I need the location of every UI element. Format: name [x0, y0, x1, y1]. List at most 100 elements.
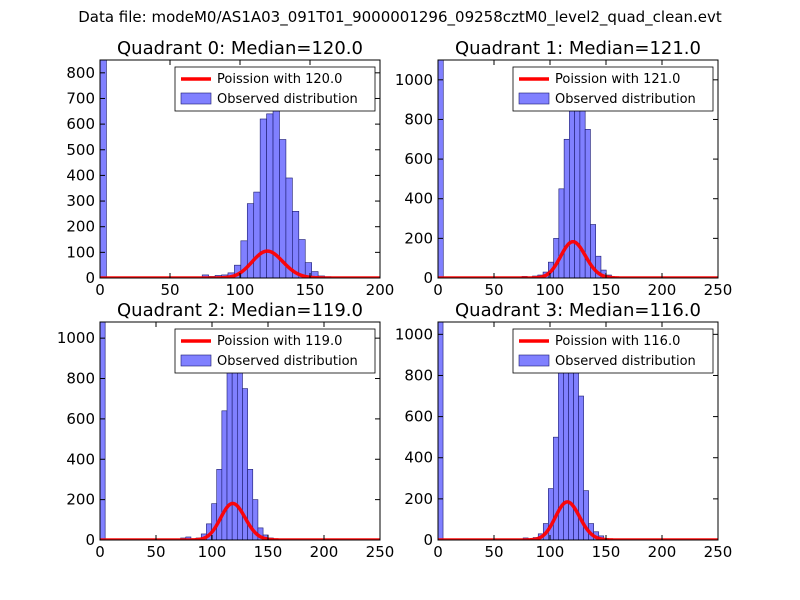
x-tick-label: 100	[536, 281, 565, 299]
histogram-bar	[574, 83, 581, 278]
x-tick-label: 150	[296, 281, 325, 299]
y-tick-label: 600	[404, 150, 433, 168]
x-tick-label: 0	[95, 543, 105, 561]
histogram-bar	[438, 322, 444, 540]
legend-line-label: Poission with 120.0	[217, 72, 342, 87]
histogram-bar	[252, 499, 259, 540]
y-tick-label: 0	[423, 269, 433, 287]
y-tick-label: 500	[66, 141, 95, 159]
y-tick-label: 800	[66, 64, 95, 82]
quadrant-1-title: Quadrant 1: Median=121.0	[455, 38, 701, 59]
quadrant-0-chart: Quadrant 0: Median=120.0 0 50 100 150 200 0 100…	[66, 38, 394, 299]
quadrant-1-plot-area	[438, 60, 718, 278]
y-tick-label: 800	[404, 110, 433, 128]
histogram-bar	[584, 129, 591, 278]
axes-frame	[99, 321, 381, 541]
histogram-bar	[595, 255, 602, 278]
x-tick-label: 0	[433, 281, 443, 299]
y-tick-label: 1000	[57, 329, 95, 347]
x-tick-label: 0	[433, 543, 443, 561]
histogram-bar	[285, 177, 293, 278]
histogram-bar	[553, 436, 559, 540]
quadrant-3-legend: Poission with 116.0 Observed distribution	[512, 328, 714, 374]
x-tick-label: 150	[254, 543, 283, 561]
y-tick-label: 600	[404, 408, 433, 426]
legend-bar-label: Observed distribution	[217, 92, 358, 107]
poisson-line	[438, 239, 718, 278]
histogram-bar	[242, 388, 248, 540]
y-tick-label: 700	[66, 89, 95, 107]
histogram-bar	[100, 322, 106, 540]
y-tick-label: 600	[66, 115, 95, 133]
y-tick-label: 200	[66, 491, 95, 509]
quadrant-2-legend: Poission with 119.0 Observed distribution	[174, 328, 376, 374]
quadrant-3-title: Quadrant 3: Median=116.0	[455, 300, 701, 321]
legend-bar-label: Observed distribution	[555, 92, 696, 107]
x-tick-label: 200	[648, 281, 677, 299]
histogram-bar	[438, 60, 444, 278]
y-tick-label: 0	[85, 531, 95, 549]
quadrant-2-title: Quadrant 2: Median=119.0	[117, 300, 363, 321]
quadrant-1-legend: Poission with 121.0 Observed distribution	[512, 66, 714, 112]
y-tick-label: 400	[404, 190, 433, 208]
y-tick-label: 0	[85, 269, 95, 287]
histogram-bar	[272, 98, 280, 278]
x-tick-label: 50	[484, 543, 503, 561]
quadrant-2-chart: Quadrant 2: Median=119.0 0 50 100 150 200 250 0…	[57, 300, 395, 561]
y-tick-label: 400	[66, 450, 95, 468]
legend-line-label: Poission with 116.0	[555, 334, 680, 349]
poisson-line	[438, 500, 718, 540]
legend-bar-swatch	[518, 354, 550, 367]
y-tick-label: 0	[423, 531, 433, 549]
x-tick-label: 50	[484, 281, 503, 299]
x-tick-label: 150	[592, 543, 621, 561]
y-tick-label: 800	[404, 366, 433, 384]
histogram-bar	[226, 368, 233, 540]
poisson-line	[100, 501, 380, 540]
quadrant-0-title: Quadrant 0: Median=120.0	[117, 38, 363, 59]
x-tick-label: 200	[648, 543, 677, 561]
axes-frame	[437, 59, 719, 279]
legend-bar-swatch	[180, 92, 212, 105]
x-tick-label: 50	[160, 281, 179, 299]
legend-bar-swatch	[518, 92, 550, 105]
histogram-bar	[253, 191, 261, 278]
x-tick-label: 0	[95, 281, 105, 299]
legend-bar-swatch	[180, 354, 212, 367]
histogram-bar	[563, 138, 570, 278]
quadrant-1-chart: Quadrant 1: Median=121.0 0 50 100 150 200 250 0…	[395, 38, 733, 299]
histogram-bar	[563, 350, 569, 540]
x-tick-label: 250	[704, 281, 733, 299]
histogram-bar	[100, 60, 107, 278]
y-tick-label: 400	[404, 449, 433, 467]
y-tick-label: 1000	[395, 71, 433, 89]
quadrant-0-legend: Poission with 120.0 Observed distribution	[174, 66, 376, 112]
x-tick-label: 250	[366, 543, 395, 561]
y-tick-label: 600	[66, 410, 95, 428]
histogram-bar	[221, 410, 228, 540]
x-tick-label: 100	[536, 543, 565, 561]
axes-frame	[437, 321, 719, 541]
x-tick-label: 200	[366, 281, 395, 299]
y-tick-label: 300	[66, 192, 95, 210]
x-tick-label: 150	[592, 281, 621, 299]
x-tick-label: 250	[704, 543, 733, 561]
y-tick-label: 800	[66, 370, 95, 388]
histogram-bar	[216, 469, 223, 540]
histogram-bar	[569, 99, 575, 278]
y-tick-label: 200	[404, 229, 433, 247]
y-tick-label: 100	[66, 243, 95, 261]
legend-line-label: Poission with 121.0	[555, 72, 680, 87]
histogram-bar	[292, 211, 300, 278]
legend-bar-label: Observed distribution	[217, 354, 358, 369]
histogram-bar	[583, 490, 589, 540]
x-tick-label: 100	[226, 281, 255, 299]
histogram-bar	[578, 395, 584, 540]
legend-line-label: Poission with 119.0	[217, 334, 342, 349]
histogram-bar	[211, 503, 218, 540]
y-tick-label: 400	[66, 166, 95, 184]
histogram-bar	[558, 188, 565, 278]
y-tick-label: 1000	[395, 325, 433, 343]
y-tick-label: 200	[66, 218, 95, 236]
